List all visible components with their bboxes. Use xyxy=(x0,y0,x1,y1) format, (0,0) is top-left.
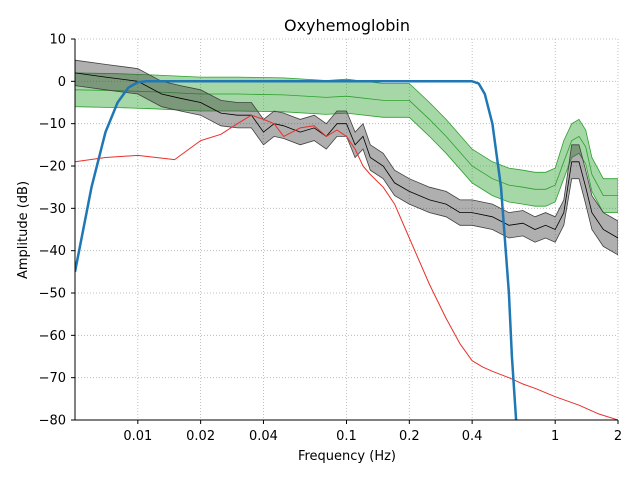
y-tick-label: 10 xyxy=(49,33,66,48)
y-tick-label: −70 xyxy=(39,371,66,386)
x-tick-label: 0.4 xyxy=(462,429,483,444)
y-tick-label: −40 xyxy=(39,244,66,259)
band-center-line-0 xyxy=(75,89,618,197)
tick-labels: 0.01 0.02 0.04 0.1 0.2 0.4 1 2 10 0 −10 −20 −30 −40 −5… xyxy=(39,33,623,445)
x-tick-label: 1 xyxy=(551,429,559,444)
y-tick-label: −80 xyxy=(39,414,66,429)
x-tick-label: 2 xyxy=(614,429,622,444)
axes xyxy=(71,38,619,424)
y-tick-label: −60 xyxy=(39,329,66,344)
y-axis-label: Amplitude (dB) xyxy=(16,181,31,279)
chart-title: Oxyhemoglobin xyxy=(284,16,410,35)
x-axis-label: Frequency (Hz) xyxy=(298,449,396,464)
y-tick-label: −50 xyxy=(39,287,66,302)
y-tick-label: −10 xyxy=(39,117,66,132)
x-tick-label: 0.04 xyxy=(249,429,278,444)
x-tick-label: 0.01 xyxy=(123,429,152,444)
series-group xyxy=(75,59,618,420)
band-center-line-1 xyxy=(75,72,618,239)
y-tick-label: −20 xyxy=(39,160,66,175)
y-tick-label: 0 xyxy=(58,75,66,90)
x-tick-label: 0.2 xyxy=(399,429,420,444)
series-line-3 xyxy=(75,80,518,420)
confidence-band-1 xyxy=(75,59,618,256)
y-tick-label: −30 xyxy=(39,202,66,217)
x-tick-label: 0.02 xyxy=(186,429,215,444)
x-tick-label: 0.1 xyxy=(336,429,357,444)
plot-area xyxy=(75,59,618,420)
